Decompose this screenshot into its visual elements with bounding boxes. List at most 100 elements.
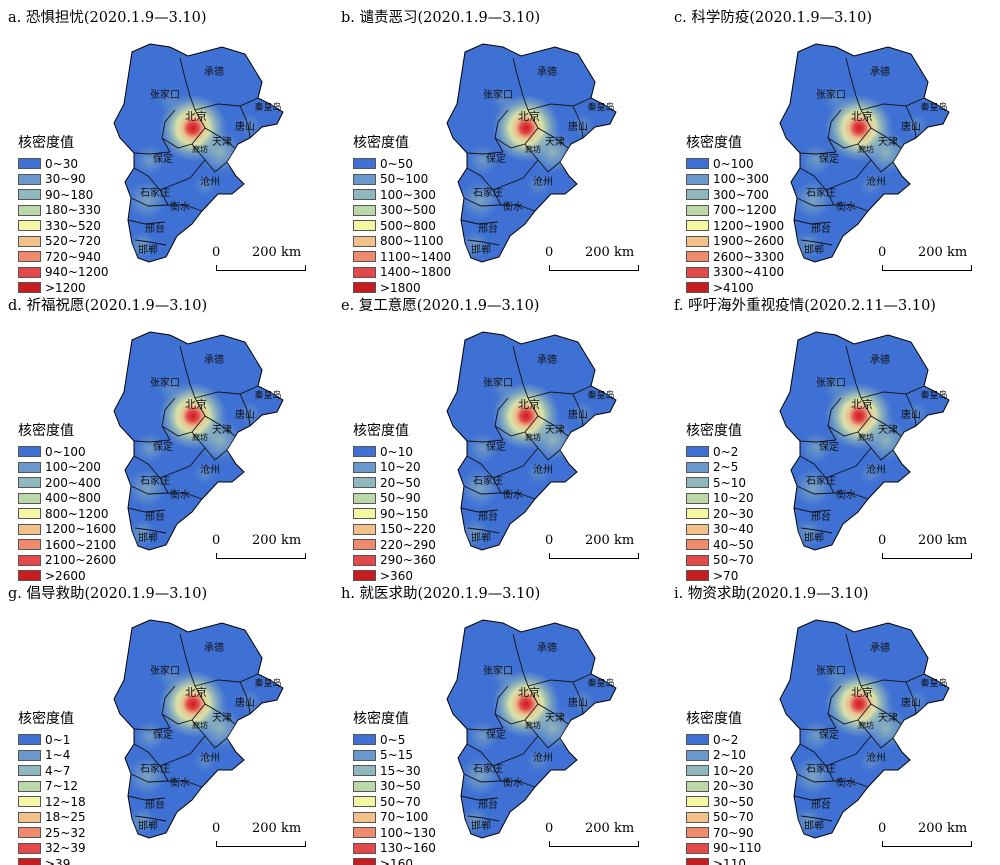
district-boundary	[492, 735, 539, 767]
legend-label: 50~90	[380, 491, 421, 506]
scale-line	[549, 841, 639, 847]
district-boundary	[793, 795, 832, 801]
legend-swatch	[353, 251, 376, 263]
legend-label: 300~500	[380, 203, 436, 218]
legend-swatch	[353, 858, 376, 865]
city-label-hengshui: 衡水	[170, 777, 190, 789]
district-boundary	[463, 485, 502, 495]
district-boundary	[494, 703, 539, 725]
city-label-chengde: 承德	[870, 353, 890, 366]
map-panel: 北京 天津 承德 张家口 秦皇岛 唐山 廊坊 保定 沧州 石家庄 衡水 邢台 邯郸 h. 就医求助(202…	[333, 576, 666, 865]
legend-swatch	[353, 173, 376, 185]
legend-swatch	[18, 539, 41, 551]
city-label-zhangjiakou: 张家口	[816, 664, 846, 677]
density-hotspot	[193, 461, 217, 485]
district-boundary	[467, 239, 500, 246]
district-boundary	[134, 239, 167, 246]
legend-item: 290~360	[353, 553, 436, 569]
legend-label: 70~100	[380, 810, 429, 825]
district-boundary	[194, 385, 259, 399]
legend-title: 核密度值	[18, 135, 74, 151]
scale-end-label: 200 km	[918, 821, 968, 836]
legend-item: 2~5	[686, 460, 754, 476]
legend-swatch	[353, 204, 376, 216]
district-boundary	[860, 685, 902, 725]
legend-label: 50~70	[713, 553, 754, 568]
city-label-baoding: 保定	[486, 440, 506, 453]
city-label-beijing: 北京	[851, 685, 873, 699]
city-label-shijiazhuang: 石家庄	[140, 474, 170, 487]
city-label-handan: 邯郸	[471, 819, 491, 832]
legend-item: 0~1	[18, 732, 86, 748]
city-label-tangshan: 唐山	[235, 696, 255, 709]
city-label-beijing: 北京	[185, 685, 207, 699]
district-boundary	[796, 773, 835, 783]
city-label-baoding: 保定	[153, 152, 173, 165]
legend-item: >160	[353, 856, 436, 865]
district-boundary	[194, 685, 236, 725]
density-hotspot	[238, 401, 262, 425]
district-boundary	[799, 727, 837, 731]
legend-item: 0~2	[686, 444, 754, 460]
density-hotspot	[793, 180, 833, 220]
district-boundary	[494, 127, 539, 149]
legend: 核密度值 0~30 30~90 90~180 180~330 330~520 520~720…	[18, 132, 109, 296]
legend-swatch	[686, 842, 709, 854]
city-label-tianjin: 天津	[878, 424, 898, 436]
legend-title: 核密度值	[686, 423, 742, 439]
legend-item: 300~700	[686, 187, 784, 203]
map-panel: 北京 天津 承德 张家口 秦皇岛 唐山 廊坊 保定 沧州 石家庄 衡水 邢台 邯郸 c. 科学防疫(202…	[666, 0, 999, 295]
density-hotspot	[157, 375, 183, 401]
city-label-beijing: 北京	[851, 397, 873, 411]
legend-label: 50~70	[713, 810, 754, 825]
district-boundary	[800, 527, 833, 534]
legend-swatch	[18, 842, 41, 854]
legend-item: 0~2	[686, 732, 761, 748]
city-label-hengshui: 衡水	[170, 201, 190, 213]
legend-label: 800~1200	[45, 506, 109, 521]
map-panel: 北京 天津 承德 张家口 秦皇岛 唐山 廊坊 保定 沧州 石家庄 衡水 邢台 邯郸 f. 呼吁海外重视疫情…	[666, 288, 999, 583]
city-label-langfang: 廊坊	[192, 144, 208, 154]
city-label-hengshui: 衡水	[170, 489, 190, 501]
legend-swatch	[686, 749, 709, 761]
district-boundary	[194, 97, 259, 111]
legend-item: 1600~2100	[18, 537, 116, 553]
district-boundary	[191, 431, 228, 461]
district-boundary	[127, 507, 166, 513]
city-label-hengshui: 衡水	[503, 777, 523, 789]
city-label-chengde: 承德	[537, 641, 557, 654]
legend-swatch	[353, 266, 376, 278]
district-boundary	[159, 447, 206, 479]
district-boundary	[512, 57, 529, 111]
district-boundary	[860, 673, 925, 687]
legend-item: 40~50	[686, 537, 754, 553]
legend-item: 20~30	[686, 779, 761, 795]
district-boundary	[860, 385, 925, 399]
city-label-tangshan: 唐山	[901, 408, 921, 421]
map-panel: 北京 天津 承德 张家口 秦皇岛 唐山 廊坊 保定 沧州 石家庄 衡水 邢台 邯郸 a. 恐惧担忧(202…	[0, 0, 333, 295]
legend-swatch	[353, 492, 376, 504]
legend-swatch	[18, 220, 41, 232]
legend-item: 10~20	[686, 763, 761, 779]
legend-label: 10~20	[380, 460, 421, 475]
legend-swatch	[18, 811, 41, 823]
legend-swatch	[353, 827, 376, 839]
city-label-tianjin: 天津	[212, 136, 232, 148]
city-label-hengshui: 衡水	[503, 489, 523, 501]
legend-swatch	[18, 477, 41, 489]
district-boundary	[133, 743, 169, 782]
district-boundary	[827, 127, 872, 149]
district-boundary	[239, 393, 251, 427]
city-label-langfang: 廊坊	[525, 432, 541, 442]
density-hotspot	[526, 173, 550, 197]
district-boundary	[494, 415, 539, 437]
city-label-qinhuangdao: 秦皇岛	[587, 389, 614, 401]
density-hotspot	[800, 432, 832, 464]
city-label-langfang: 廊坊	[525, 144, 541, 154]
legend-swatch	[353, 189, 376, 201]
legend-label: 5~10	[713, 475, 746, 490]
legend-item: 2600~3300	[686, 249, 784, 265]
scale-line	[549, 265, 639, 271]
density-hotspot	[127, 180, 167, 220]
legend-label: >2600	[45, 568, 86, 583]
